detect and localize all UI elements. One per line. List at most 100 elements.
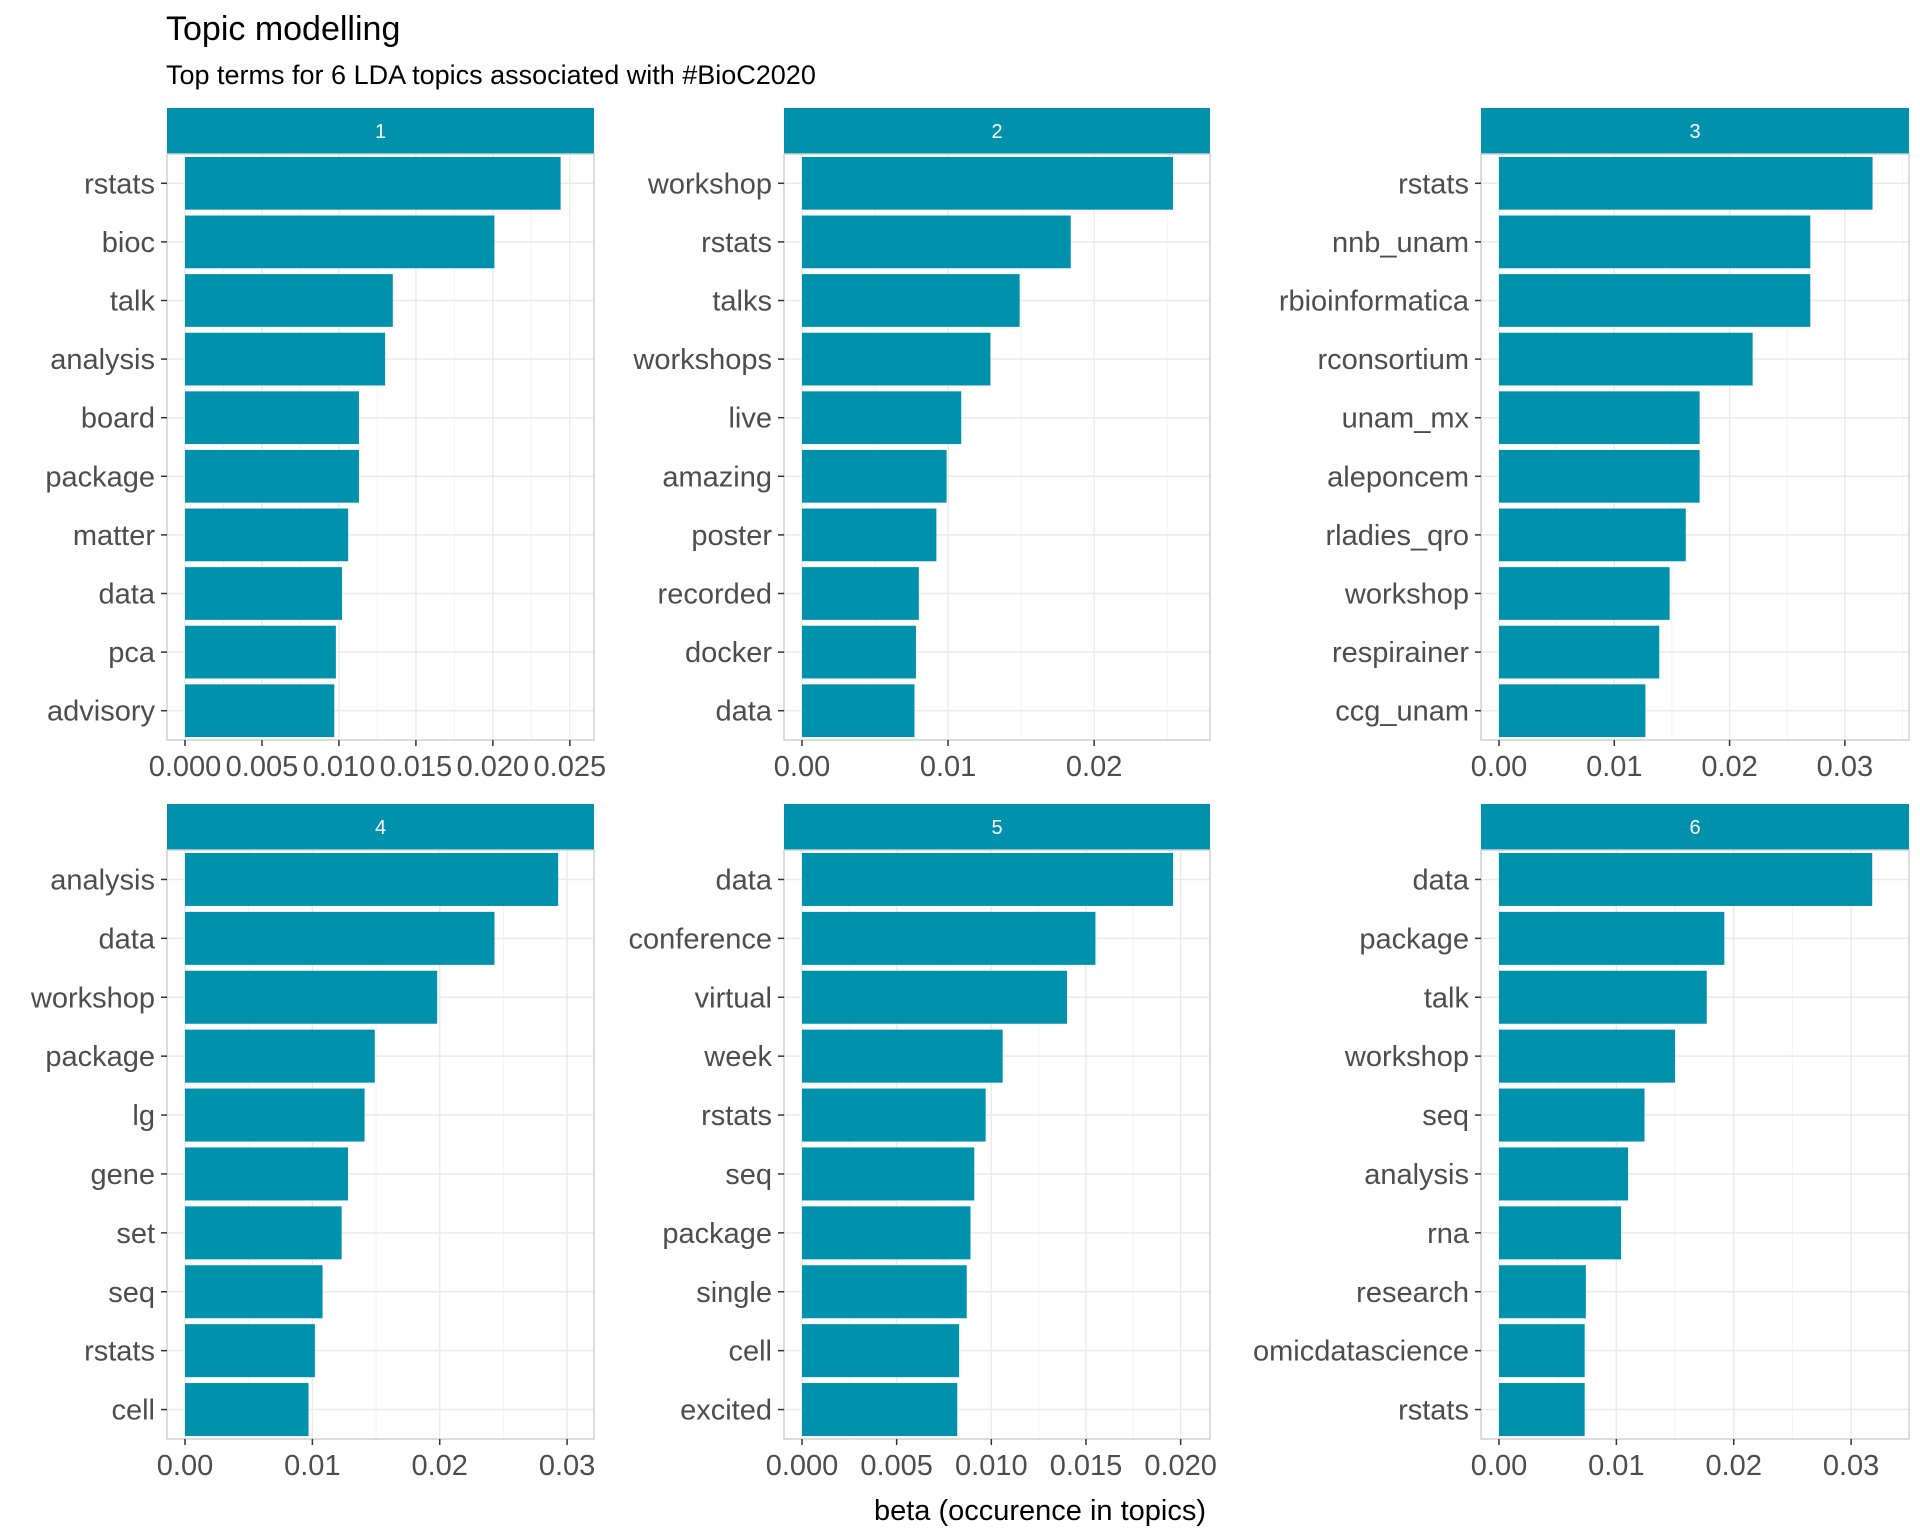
category-label: seq — [725, 1159, 772, 1191]
bar-excited — [802, 1383, 958, 1437]
category-label: talk — [1424, 982, 1470, 1014]
bar-analysis — [185, 332, 386, 386]
category-label: cell — [111, 1395, 155, 1427]
bar-unam_mx — [1499, 391, 1700, 445]
facet-strip — [784, 108, 1210, 154]
bar-rstats — [802, 215, 1071, 269]
x-tick-label: 0.000 — [766, 1450, 839, 1482]
bar-rstats — [185, 1324, 315, 1378]
x-tick-label: 0.020 — [457, 751, 530, 783]
category-label: excited — [680, 1395, 772, 1427]
category-label: seq — [108, 1277, 155, 1309]
bar-rconsortium — [1499, 332, 1753, 386]
bar-package — [185, 449, 359, 503]
category-label: rbioinformatica — [1279, 286, 1470, 318]
panel-border — [783, 153, 1211, 741]
bar-rna — [1499, 1206, 1622, 1260]
x-tick-label: 0.01 — [284, 1450, 340, 1482]
x-tick-label: 0.02 — [411, 1450, 467, 1482]
bar-poster — [802, 508, 937, 562]
bar-seq — [185, 1265, 323, 1319]
bar-pca — [185, 625, 336, 679]
category-label: data — [716, 864, 773, 896]
bar-aleponcem — [1499, 449, 1700, 503]
x-tick-label: 0.005 — [860, 1450, 933, 1482]
category-label: amazing — [662, 461, 772, 493]
category-label: analysis — [50, 864, 155, 896]
x-tick-label: 0.015 — [380, 751, 453, 783]
category-label: cell — [728, 1336, 772, 1368]
bar-data — [185, 911, 495, 965]
category-label: rconsortium — [1318, 344, 1470, 376]
bar-analysis — [185, 852, 559, 906]
bar-cell — [802, 1324, 960, 1378]
category-label: rladies_qro — [1326, 520, 1469, 552]
x-tick-label: 0.025 — [534, 751, 607, 783]
category-label: workshop — [647, 168, 772, 200]
bar-virtual — [802, 970, 1068, 1024]
facet-panels: 1 rstats bioc talk analysis board package matte… — [30, 108, 1910, 1482]
category-label: live — [728, 403, 772, 435]
category-label: package — [1359, 923, 1469, 955]
x-tick-label: 0.00 — [1471, 751, 1527, 783]
x-tick-label: 0.03 — [1817, 751, 1873, 783]
category-label: data — [99, 579, 156, 611]
x-tick-label: 0.03 — [539, 1450, 595, 1482]
category-label: analysis — [50, 344, 155, 376]
bar-advisory — [185, 684, 335, 738]
bar-talk — [185, 274, 393, 327]
facet-strip-label: 5 — [991, 817, 1002, 839]
category-label: rstats — [1398, 1395, 1469, 1427]
category-label: research — [1356, 1277, 1469, 1309]
x-tick-label: 0.00 — [1471, 1450, 1527, 1482]
category-label: conference — [629, 923, 773, 955]
bar-matter — [185, 508, 349, 562]
category-label: recorded — [658, 579, 772, 611]
facet-panel-5: 5 data conference virtual week rstats seq packa… — [629, 804, 1217, 1482]
x-tick-label: 0.03 — [1823, 1450, 1879, 1482]
category-label: lg — [132, 1100, 155, 1132]
category-label: board — [81, 403, 155, 435]
category-label: talk — [110, 286, 156, 318]
x-tick-label: 0.01 — [1586, 751, 1642, 783]
facet-panel-3: 3 rstats nnb_unam rbioinformatica rconsortiu… — [1279, 108, 1910, 783]
category-label: package — [662, 1218, 772, 1250]
bar-gene — [185, 1147, 349, 1201]
bar-cell — [185, 1383, 309, 1437]
facet-strip — [1481, 804, 1909, 850]
bar-rladies_qro — [1499, 508, 1686, 562]
category-label: data — [716, 696, 773, 728]
bar-board — [185, 391, 359, 445]
panel-border — [166, 849, 595, 1440]
facet-strip — [1481, 108, 1909, 154]
x-tick-label: 0.02 — [1701, 751, 1757, 783]
bar-lg — [185, 1088, 365, 1142]
bar-rstats — [802, 1088, 986, 1142]
bar-workshops — [802, 332, 991, 386]
category-label: analysis — [1364, 1159, 1469, 1191]
category-label: ccg_unam — [1335, 696, 1469, 728]
chart-title: Topic modelling — [166, 10, 400, 48]
category-label: bioc — [102, 227, 155, 259]
bar-data — [1499, 852, 1873, 906]
x-tick-label: 0.020 — [1144, 1450, 1217, 1482]
facet-strip — [167, 804, 594, 850]
facet-strip-label: 3 — [1689, 121, 1700, 143]
category-label: talks — [712, 286, 772, 318]
bar-respirainer — [1499, 625, 1660, 679]
category-label: rna — [1427, 1218, 1470, 1250]
facet-panel-2: 2 workshop rstats talks workshops live amazing… — [632, 108, 1211, 783]
bar-package — [185, 1029, 375, 1083]
bar-amazing — [802, 449, 947, 503]
bar-week — [802, 1029, 1003, 1083]
bar-live — [802, 391, 962, 445]
bar-data — [185, 567, 343, 620]
panel-border — [166, 153, 595, 741]
bar-seq — [802, 1147, 975, 1201]
facet-panel-1: 1 rstats bioc talk analysis board package matte… — [45, 108, 606, 783]
bar-seq — [1499, 1088, 1645, 1142]
x-tick-label: 0.01 — [1588, 1450, 1644, 1482]
bar-rstats — [1499, 156, 1873, 210]
bar-recorded — [802, 567, 919, 620]
